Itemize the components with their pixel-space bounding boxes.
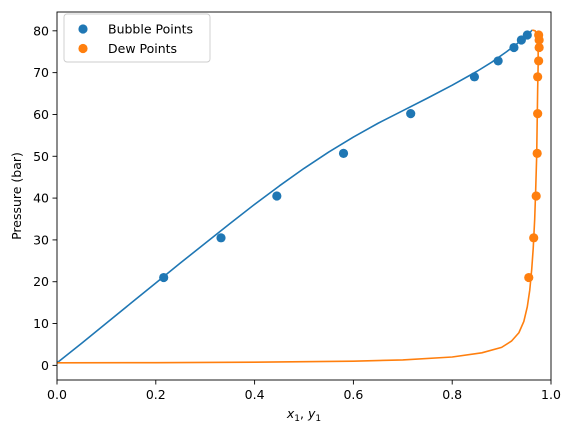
- y-tick-label: 30: [33, 232, 49, 247]
- dew-points-point: [534, 56, 544, 66]
- x-axis-label-x: x: [286, 406, 295, 421]
- axes-frame: [56, 11, 552, 381]
- dew-points-point: [529, 233, 539, 243]
- legend: Bubble Points Dew Points: [63, 13, 211, 63]
- y-tick-label: 50: [33, 149, 49, 164]
- bubble-points-point: [469, 72, 480, 82]
- dew-points-point: [534, 42, 544, 53]
- y-tick-label: 80: [33, 23, 49, 38]
- x-tick-label: 0.2: [146, 387, 166, 402]
- x-axis-ticks: 0.0 0.2 0.4 0.6 0.8 1.0: [47, 380, 561, 402]
- dew-points-point: [533, 72, 543, 82]
- dew-points-point: [531, 191, 541, 201]
- x-axis-label-y-sub: 1: [315, 414, 321, 424]
- y-axis-ticks: 0 10 20 30 40 50 60 70 80: [33, 23, 57, 373]
- legend-marker-bubble-points: [78, 24, 88, 34]
- x-tick-label: 0.4: [245, 387, 265, 402]
- bubble-points-point: [159, 272, 169, 283]
- markers: [159, 30, 544, 283]
- y-tick-label: 60: [33, 107, 49, 122]
- legend-label-bubble-points: Bubble Points: [108, 22, 193, 37]
- x-tick-label: 1.0: [541, 387, 561, 402]
- x-tick-label: 0.0: [47, 387, 67, 402]
- x-axis-label: x1, y1: [286, 406, 321, 424]
- x-tick-label: 0.6: [343, 387, 363, 402]
- y-tick-label: 40: [33, 191, 49, 206]
- bubble-points-point: [522, 30, 532, 40]
- x-axis-label-sep: ,: [300, 406, 308, 421]
- y-tick-label: 20: [33, 274, 49, 289]
- y-axis-label: Pressure (bar): [9, 152, 24, 240]
- legend-label-dew-points: Dew Points: [108, 41, 177, 56]
- dew-points-point: [532, 148, 542, 158]
- dew-points-point: [524, 272, 534, 283]
- bubble-points-point: [493, 56, 503, 66]
- y-tick-label: 0: [41, 358, 49, 373]
- bubble-points-point: [272, 191, 282, 201]
- y-tick-label: 70: [33, 65, 49, 80]
- curve-line-0: [57, 29, 533, 364]
- bubble-points-point: [216, 233, 226, 243]
- x-axis-label-y: y: [307, 406, 316, 421]
- x-axis-label-x-sub: 1: [294, 414, 300, 424]
- bubble-points-point: [509, 42, 519, 53]
- legend-marker-dew-points: [78, 43, 88, 54]
- y-tick-label: 10: [33, 316, 49, 331]
- dew-points-point: [533, 109, 543, 119]
- x-tick-label: 0.8: [442, 387, 462, 402]
- bubble-points-point: [406, 109, 416, 119]
- legend-box: [63, 13, 211, 63]
- bubble-points-point: [338, 148, 349, 158]
- dew-points-point: [534, 30, 544, 40]
